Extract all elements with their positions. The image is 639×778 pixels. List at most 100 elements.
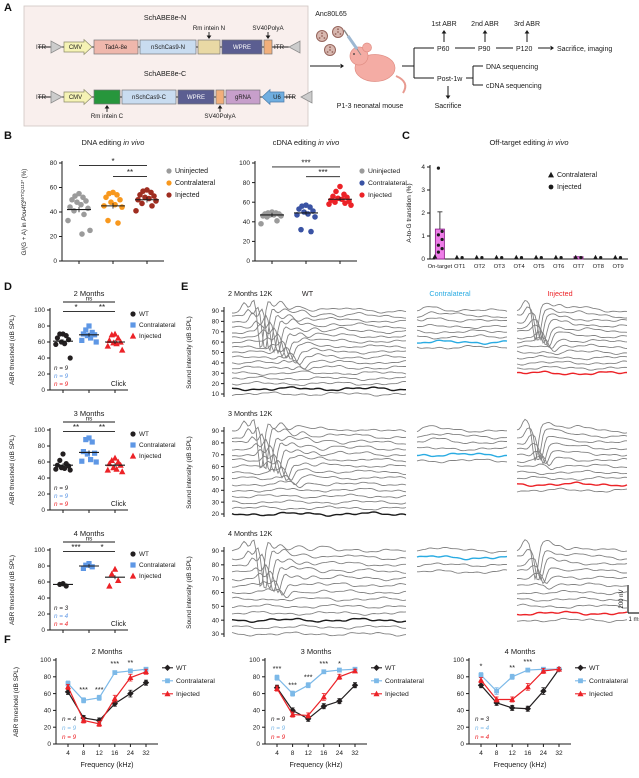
y-tick-label: 20 (457, 724, 465, 731)
mouse-head (349, 46, 369, 66)
chart-title: Off-target editing in vivo (489, 138, 568, 147)
data-point (78, 201, 84, 208)
data-point (103, 194, 109, 201)
sig-label: ** (99, 423, 105, 432)
panel-a-content: SchABE8e-N ITR CMV TadA-8e nSchCas9-N WPRE ITR… (23, 5, 612, 127)
n-label: n = 9 (54, 373, 69, 380)
trace (516, 418, 628, 461)
y-tick-label: 40 (212, 617, 220, 624)
data-point (326, 201, 332, 207)
mouse-tail (395, 75, 407, 94)
trace (231, 308, 407, 352)
data-point (333, 188, 339, 195)
trace (231, 487, 407, 493)
threshold-trace (516, 481, 628, 488)
itr-element (50, 90, 63, 104)
trace-column (416, 306, 508, 350)
legend-label: WT (139, 311, 149, 318)
trace (231, 466, 406, 481)
y-tick-label: 20 (212, 381, 220, 388)
contralateral-point (573, 254, 579, 260)
contralateral-point (494, 254, 499, 260)
linechart-f3: 0 20 40 60 80 100 4 Months 4 8 12 16 24 32 Frequency … (453, 647, 628, 769)
element-label: U6 (273, 95, 281, 101)
trace (416, 317, 507, 323)
element-label: CMV (69, 45, 82, 51)
group-injected (104, 330, 126, 353)
data-point (128, 668, 133, 674)
data-point (348, 202, 354, 208)
trace (516, 318, 628, 344)
sig-label: ** (73, 423, 79, 432)
n-label: n = 9 (271, 734, 286, 741)
data-point (117, 196, 123, 203)
x-tick-label: OT9 (612, 264, 623, 270)
trace (416, 546, 508, 554)
legend-marker (578, 678, 583, 684)
y-axis-label: Sound intensity (dB SPL) (186, 556, 193, 629)
trace (516, 475, 628, 481)
element-label: TadA-8e (105, 45, 128, 51)
data-point (298, 226, 304, 233)
construct-title: SchABE8e-N (144, 13, 186, 22)
arrowhead (217, 105, 223, 109)
construct-panel-box (23, 5, 309, 127)
series-line (67, 671, 147, 725)
construct-box (225, 89, 261, 105)
legend-label: Contralateral (139, 562, 176, 569)
panel-e-traces-2months: Sound intensity (dB SPL) 90 80 70 60 50 40 30 20… (186, 289, 628, 398)
data-point (108, 199, 114, 205)
data-point (53, 341, 59, 347)
data-point (88, 457, 94, 463)
legend-label: WT (139, 551, 149, 558)
y-tick-label: 80 (253, 674, 261, 681)
y-tick-label: 70 (212, 329, 220, 336)
group-injected (326, 183, 354, 208)
trace (516, 349, 628, 356)
construct-box (93, 89, 121, 105)
trace (516, 366, 628, 371)
y-tick-label: 20 (38, 491, 46, 498)
legend-marker (130, 562, 136, 568)
trace (231, 426, 407, 470)
y-tick-label: 80 (50, 160, 58, 167)
panel-label-f: F (4, 634, 11, 646)
n-label: n = 4 (54, 613, 69, 620)
scalebar-h-label: 1 ms (628, 617, 639, 623)
legend-label: Contralateral (589, 678, 628, 685)
annotation-click: Click (111, 621, 127, 628)
column-header-contralateral: Contralateral (429, 289, 471, 298)
x-tick-label: 32 (555, 750, 563, 757)
sig-label: ** (509, 663, 515, 672)
data-point (289, 711, 296, 717)
y-tick-label: 80 (212, 319, 220, 326)
post-1w-label: Post-1w (437, 76, 463, 83)
y-tick-label: 20 (243, 239, 251, 246)
data-point (79, 458, 85, 464)
data-point (67, 467, 73, 473)
panel-b-cdna-editing-plot: 0 20 40 60 80 100 cDNA editing in vivo *** *** Un… (239, 138, 407, 265)
legend-label: Injected (385, 691, 409, 698)
y-axis-label: ABR threshold (dB SPL) (9, 555, 16, 625)
data-point (274, 685, 280, 691)
trace (231, 433, 407, 473)
trace (231, 631, 407, 637)
data-point (83, 562, 89, 568)
sig-label: ** (127, 658, 133, 667)
y-axis-label: ABR threshold (dB SPL) (13, 667, 20, 737)
sig-label: ns (86, 536, 94, 543)
promoter-arrow (63, 88, 93, 106)
n-label: n = 3 (475, 716, 490, 723)
data-point (111, 695, 118, 702)
trace (231, 459, 407, 481)
trace (416, 433, 508, 440)
trace (416, 323, 508, 330)
legend-marker (359, 180, 365, 186)
data-point (119, 346, 126, 353)
data-point (337, 183, 343, 190)
threshold-trace (416, 452, 508, 458)
trace (417, 569, 508, 574)
n-label: n = 9 (54, 493, 69, 500)
